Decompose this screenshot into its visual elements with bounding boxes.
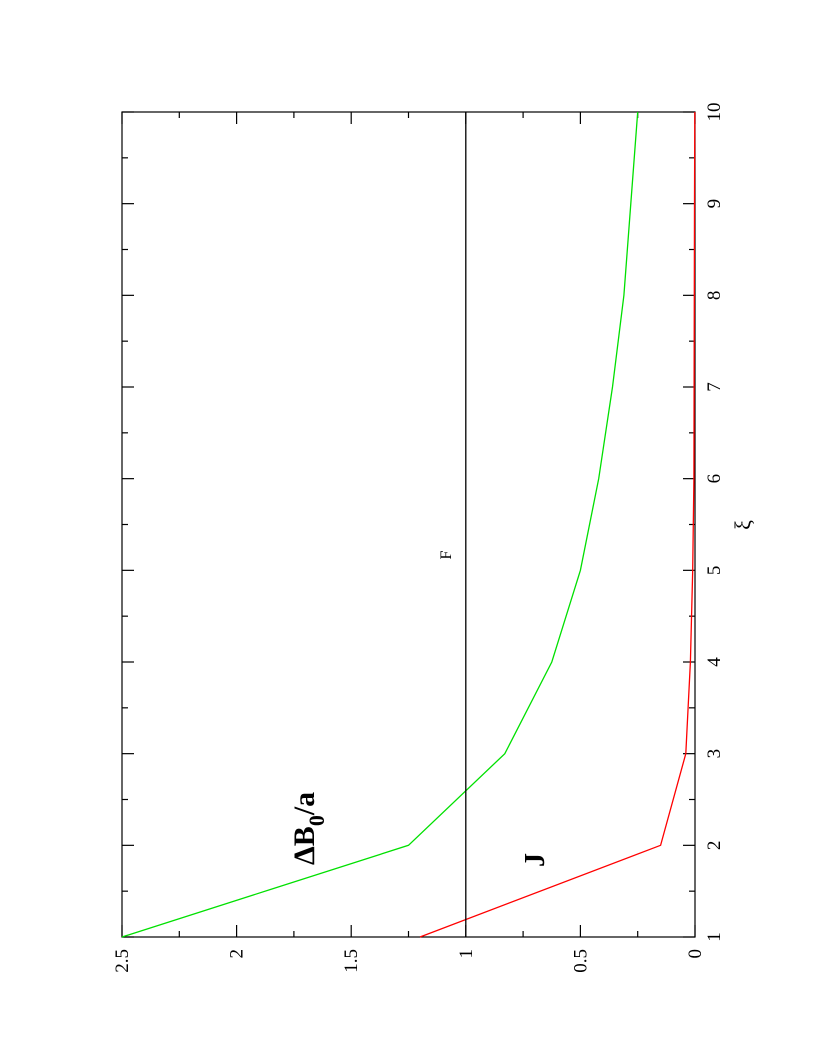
x-tick-label: 1 [704, 932, 725, 942]
series-lines [121, 111, 696, 938]
series-label-j: J [520, 853, 551, 867]
x-tick-label: 4 [704, 657, 725, 667]
tick-labels: 1 2 3 4 5 6 7 8 9 10 0 0.5 1 1.5 2 2.5 [112, 103, 725, 973]
y-tick-label: 1 [456, 949, 477, 959]
x-tick-label: 3 [704, 749, 725, 759]
y-tick-label: 0.5 [570, 949, 591, 973]
x-axis-label: ξ [730, 520, 755, 530]
series-label-delta-b0-a: ΔB0/a [288, 792, 329, 865]
y-tick-label: 0 [685, 949, 706, 959]
x-tick-label: 7 [704, 382, 725, 392]
axis-ticks [121, 111, 696, 938]
y-tick-label: 1.5 [341, 949, 362, 973]
plot-border [121, 111, 696, 938]
x-tick-label: 9 [704, 199, 725, 209]
x-tick-label: 2 [704, 841, 725, 851]
series-line-j [419, 111, 696, 938]
series-label-f: F [438, 550, 455, 559]
plot-frame [121, 111, 696, 938]
y-tick-label: 2 [227, 949, 248, 959]
x-tick-label: 8 [704, 291, 725, 301]
x-tick-label: 10 [704, 103, 725, 122]
y-tick-label: 2.5 [112, 949, 133, 973]
x-tick-label: 5 [704, 566, 725, 576]
series-line-delta-b0-a [121, 111, 639, 938]
x-tick-label: 6 [704, 474, 725, 484]
